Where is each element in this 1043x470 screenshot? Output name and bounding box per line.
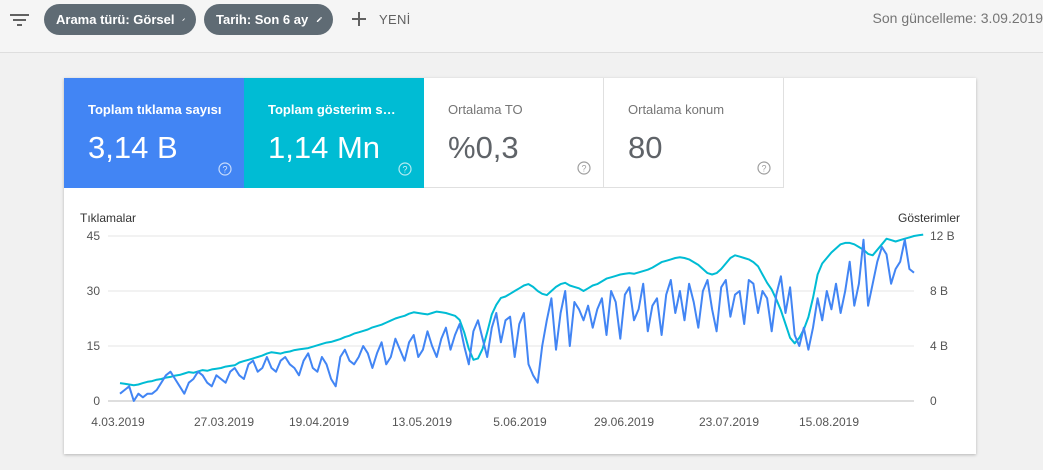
help-icon[interactable]: ? <box>757 161 771 175</box>
x-tick-label: 19.04.2019 <box>289 415 349 429</box>
new-filter-label: YENİ <box>379 11 411 27</box>
svg-text:?: ? <box>761 164 766 174</box>
last-update-text: Son güncelleme: 3.09.2019 <box>872 10 1043 26</box>
x-tick-label: 13.05.2019 <box>392 415 452 429</box>
right-axis-title: Gösterimler <box>898 211 960 225</box>
right-tick-label: 0 <box>930 394 937 408</box>
metric-value: 3,14 B <box>88 130 178 165</box>
metric-total-impressions[interactable]: Toplam gösterim sayısı 1,14 Mn ? <box>244 78 424 188</box>
help-icon[interactable]: ? <box>218 162 232 176</box>
left-tick-label: 30 <box>87 284 101 298</box>
help-icon[interactable]: ? <box>577 161 591 175</box>
date-range-chip[interactable]: Tarih: Son 6 ay <box>204 4 333 35</box>
x-tick-label: 27.03.2019 <box>194 415 254 429</box>
left-axis-title: Tıklamalar <box>80 211 136 225</box>
metric-value: 1,14 Mn <box>268 130 381 165</box>
edit-icon <box>182 18 186 21</box>
metric-value: %0,3 <box>448 130 519 165</box>
plus-icon <box>352 12 366 26</box>
left-tick-label: 45 <box>87 229 101 243</box>
svg-text:?: ? <box>581 164 586 174</box>
metric-average-ctr[interactable]: Ortalama TO %0,3 ? <box>424 78 604 188</box>
new-filter-button[interactable]: YENİ <box>351 9 411 29</box>
right-tick-label: 12 B <box>930 229 955 243</box>
right-tick-label: 8 B <box>930 284 948 298</box>
x-tick-label: 29.06.2019 <box>594 415 654 429</box>
date-range-chip-label: Tarih: Son 6 ay <box>216 12 309 27</box>
left-tick-label: 0 <box>93 394 100 408</box>
help-icon[interactable]: ? <box>398 162 412 176</box>
x-tick-label: 15.08.2019 <box>799 415 859 429</box>
top-toolbar: Arama türü: Görsel Tarih: Son 6 ay YENİ … <box>0 0 1043 53</box>
search-type-chip[interactable]: Arama türü: Görsel <box>44 4 196 35</box>
left-tick-label: 15 <box>87 339 101 353</box>
metric-total-clicks[interactable]: Toplam tıklama sayısı 3,14 B ? <box>64 78 244 188</box>
search-type-chip-label: Arama türü: Görsel <box>56 12 175 27</box>
x-tick-label: 23.07.2019 <box>699 415 759 429</box>
clicks-series-line <box>119 238 915 402</box>
right-tick-label: 4 B <box>930 339 948 353</box>
edit-icon <box>317 16 323 23</box>
chart-grid <box>108 235 914 402</box>
left-axis-ticks: 0 15 30 45 <box>87 229 101 408</box>
svg-text:?: ? <box>402 165 407 175</box>
filter-list-icon[interactable] <box>10 11 30 29</box>
x-axis-ticks: 4.03.2019 27.03.2019 19.04.2019 13.05.2019 5… <box>91 415 859 429</box>
impressions-series-line <box>119 233 924 387</box>
metric-value: 80 <box>628 130 663 165</box>
right-axis-ticks: 0 4 B 8 B 12 B <box>930 229 955 408</box>
performance-card: Toplam tıklama sayısı 3,14 B ? Toplam gö… <box>64 78 976 454</box>
metric-average-position[interactable]: Ortalama konum 80 ? <box>604 78 784 188</box>
x-tick-label: 5.06.2019 <box>493 415 547 429</box>
x-tick-label: 4.03.2019 <box>91 415 145 429</box>
performance-chart: Tıklamalar Gösterimler 0 15 30 45 0 4 B 8 B 12… <box>80 211 960 429</box>
chart-series <box>119 233 924 402</box>
svg-text:?: ? <box>222 165 227 175</box>
